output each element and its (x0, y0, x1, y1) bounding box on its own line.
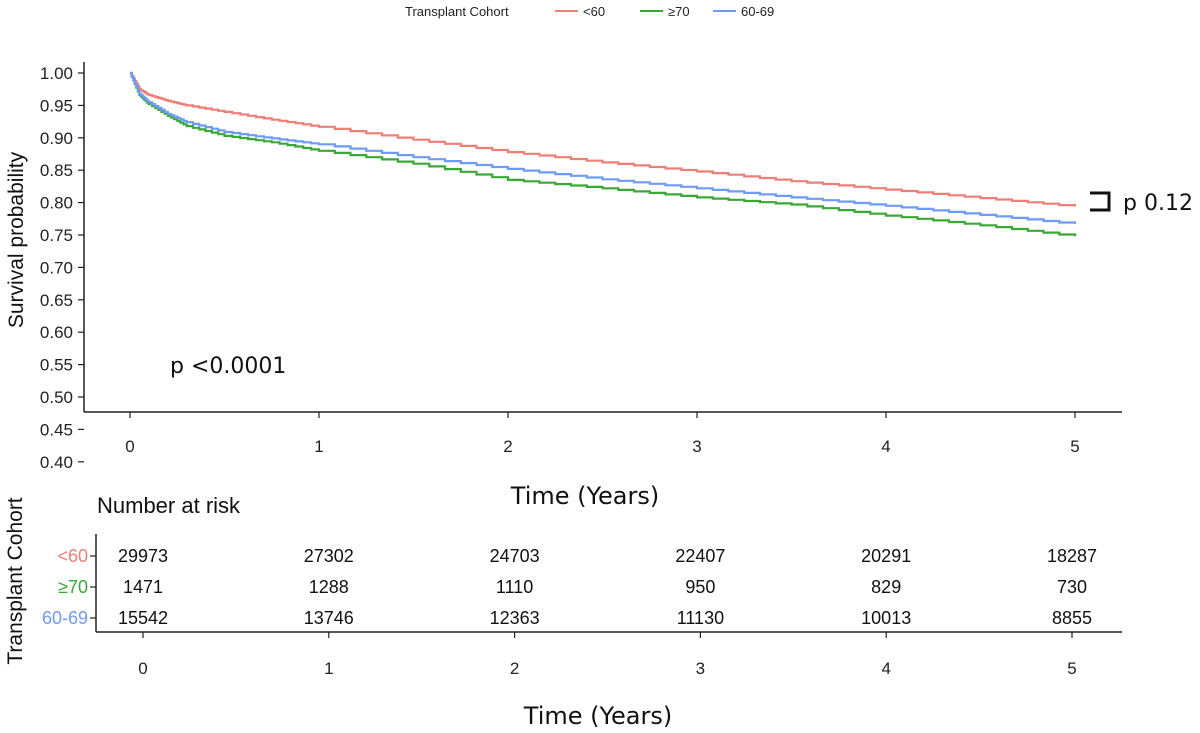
risk-x-tick-label: 0 (138, 659, 147, 678)
p-value-comparison: p 0.12 (1123, 191, 1193, 216)
risk-cell: 11130 (677, 608, 724, 628)
y-tick-label: 0.90 (40, 129, 73, 148)
risk-x-tick-label: 3 (696, 659, 705, 678)
risk-cell: 8855 (1052, 608, 1092, 628)
x-axis-label: Time (Years) (510, 482, 659, 510)
risk-cell: 10013 (861, 608, 911, 628)
risk-cell: 1471 (123, 577, 163, 597)
y-axis-label: Survival probability (5, 151, 28, 328)
risk-table-y-label: Transplant Cohort (4, 497, 27, 664)
risk-cell: 24703 (490, 546, 540, 566)
risk-cell: 20291 (861, 546, 911, 566)
y-tick-label: 0.85 (40, 161, 73, 180)
risk-cell: 1288 (309, 577, 349, 597)
risk-row-label: ≥70 (58, 577, 88, 597)
risk-row-label: 60-69 (42, 608, 88, 628)
risk-row-label: <60 (57, 546, 88, 566)
y-tick-label: 0.60 (40, 323, 73, 342)
x-tick-label: 0 (125, 437, 134, 456)
legend: Transplant Cohort <60 ≥70 60-69 (405, 4, 774, 19)
legend-title: Transplant Cohort (405, 4, 509, 19)
x-tick-label: 2 (503, 437, 512, 456)
legend-item-label: 60-69 (741, 4, 774, 19)
risk-cell: 829 (871, 577, 901, 597)
risk-x-tick-label: 5 (1067, 659, 1076, 678)
y-tick-label: 0.55 (40, 356, 73, 375)
x-tick-label: 5 (1070, 437, 1079, 456)
survival-plot: 1.00 0.95 0.90 0.85 0.80 0.75 0.70 0.65 0.60 0.55… (5, 62, 1193, 510)
y-tick-label: 0.50 (40, 388, 73, 407)
y-tick-label: 0.95 (40, 96, 73, 115)
x-tick-label: 3 (692, 437, 701, 456)
risk-x-tick-label: 2 (510, 659, 519, 678)
y-tick-label: 0.45 (40, 420, 73, 439)
risk-table-x-label: Time (Years) (523, 702, 672, 730)
legend-item-label: ≥70 (668, 4, 690, 19)
p-value-overall: p <0.0001 (170, 354, 286, 379)
risk-cell: 29973 (118, 546, 168, 566)
y-tick-label: 0.80 (40, 194, 73, 213)
risk-table-title: Number at risk (97, 493, 241, 518)
survival-curve (130, 71, 1077, 224)
risk-table: Number at risk Transplant Cohort <60 2997… (4, 493, 1122, 730)
risk-cell: 15542 (118, 608, 168, 628)
survival-curve (130, 71, 1077, 237)
risk-cell: 12363 (490, 608, 540, 628)
risk-cell: 950 (685, 577, 715, 597)
risk-cell: 730 (1057, 577, 1087, 597)
risk-cell: 1110 (496, 577, 533, 597)
risk-cell: 27302 (304, 546, 354, 566)
legend-item-label: <60 (583, 4, 605, 19)
survival-curve (130, 71, 1077, 207)
comparison-bracket (1090, 191, 1111, 212)
y-tick-label: 0.40 (40, 453, 73, 472)
risk-cell: 18287 (1047, 546, 1097, 566)
y-tick-label: 1.00 (40, 64, 73, 83)
risk-x-tick-label: 4 (881, 659, 890, 678)
x-tick-label: 4 (881, 437, 890, 456)
risk-cell: 22407 (675, 546, 725, 566)
x-tick-label: 1 (314, 437, 323, 456)
y-tick-label: 0.75 (40, 226, 73, 245)
risk-x-tick-label: 1 (324, 659, 333, 678)
y-tick-label: 0.70 (40, 258, 73, 277)
y-tick-label: 0.65 (40, 291, 73, 310)
risk-cell: 13746 (304, 608, 354, 628)
